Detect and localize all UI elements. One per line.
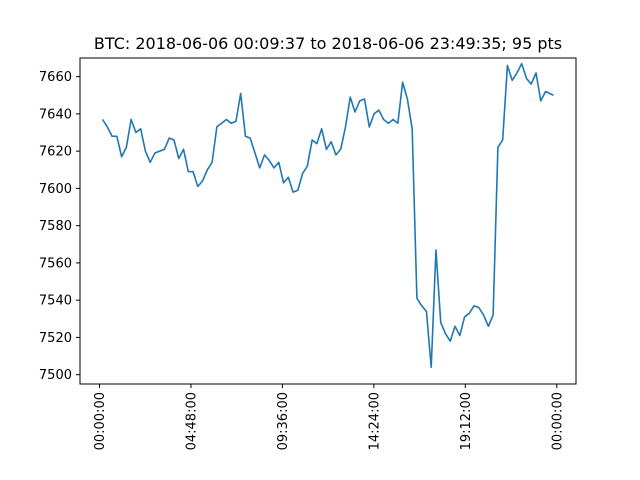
- plot-area: 7500 7520 7540 7560 7580 7600 7620 7640 7660 00:0…: [39, 57, 577, 450]
- series-line: [101, 62, 554, 369]
- y-tick-label: 7560: [39, 256, 72, 271]
- y-tick-label: 7500: [39, 368, 72, 383]
- y-tick-label: 7640: [39, 107, 72, 122]
- y-tick-label: 7580: [39, 219, 72, 234]
- y-tick-label: 7660: [39, 70, 72, 85]
- plot-frame: [79, 57, 577, 385]
- y-tick-label: 7520: [39, 331, 72, 346]
- y-tick-label: 7540: [39, 294, 72, 309]
- x-tick-label: 09:36:00: [276, 392, 291, 450]
- x-tick-label: 19:12:00: [459, 392, 474, 450]
- x-tick-label: 14:24:00: [367, 392, 382, 450]
- y-tick-label: 7620: [39, 145, 72, 160]
- x-tick-label: 00:00:00: [550, 392, 565, 450]
- y-tick-label: 7600: [39, 182, 72, 197]
- chart-title: BTC: 2018-06-06 00:09:37 to 2018-06-06 2…: [94, 34, 562, 53]
- x-tick-label: 00:00:00: [93, 392, 108, 450]
- x-tick-label: 04:48:00: [184, 392, 199, 450]
